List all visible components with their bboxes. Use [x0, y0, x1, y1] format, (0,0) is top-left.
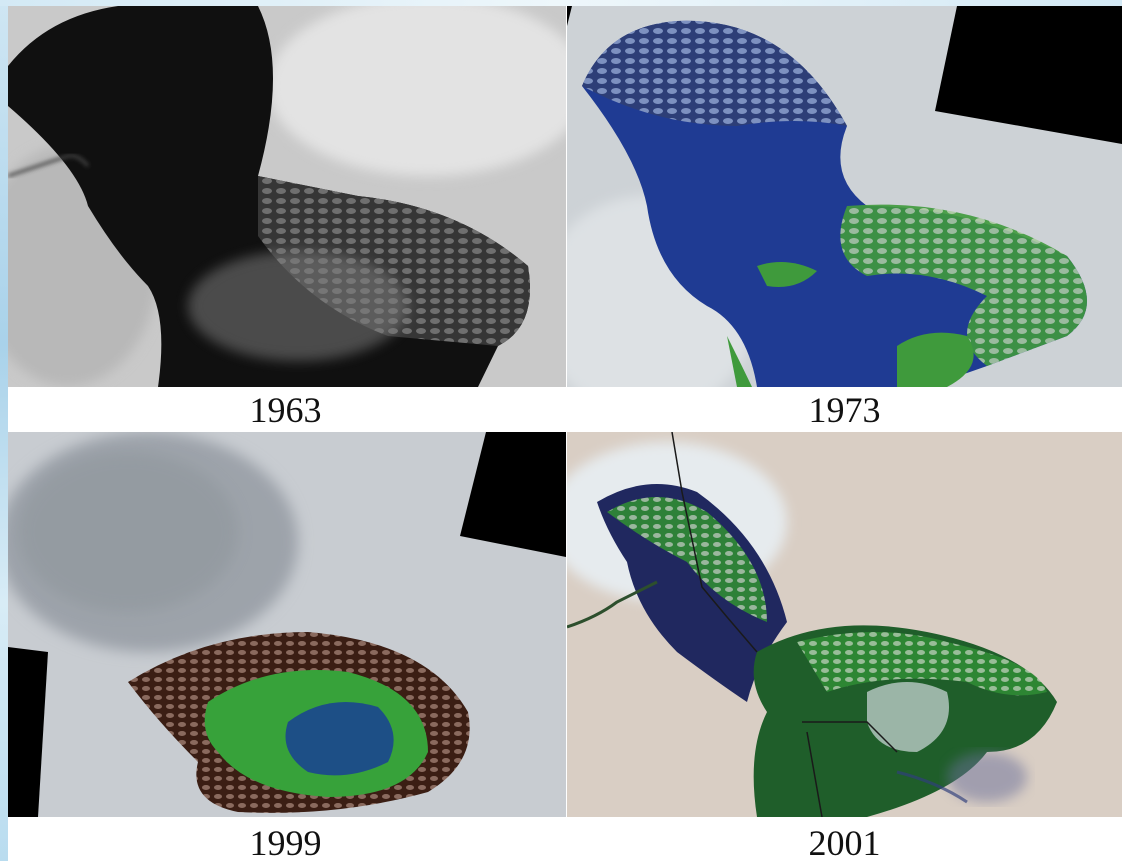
page-edge-decoration — [0, 0, 8, 861]
year-label-2001: 2001 — [808, 823, 881, 863]
satellite-image-2001 — [567, 432, 1122, 817]
year-label-1999: 1999 — [249, 823, 322, 863]
satellite-image-1963 — [8, 6, 566, 387]
year-label-1973: 1973 — [808, 390, 881, 430]
satellite-image-1999 — [8, 432, 566, 817]
satellite-image-1973 — [567, 6, 1122, 387]
year-label-1963: 1963 — [249, 390, 322, 430]
page-top-decoration — [0, 0, 1122, 6]
